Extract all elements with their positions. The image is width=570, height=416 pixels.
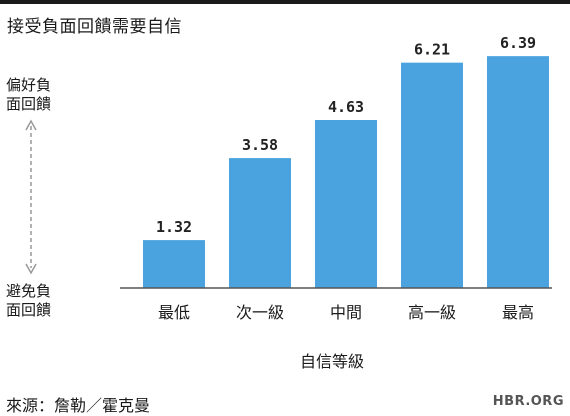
brand-label: HBR.ORG (492, 394, 564, 409)
value-label-2: 3.58 (242, 136, 278, 154)
y-label-high-line-1: 偏好負 (6, 76, 52, 94)
value-label-3: 4.63 (328, 98, 364, 116)
bar-5 (487, 56, 549, 289)
y-arrow-head-up (25, 119, 37, 131)
y-label-low-line-2: 面回饋 (6, 301, 52, 319)
bar-4 (401, 62, 463, 289)
value-label-5: 6.39 (500, 34, 536, 52)
chart-title: 接受負面回饋需要自信 (7, 17, 182, 37)
y-arrow-head-down (25, 263, 37, 275)
source-note: 來源：詹勒／霍克曼 (6, 396, 151, 415)
category-label-1: 最低 (158, 303, 190, 322)
value-label-1: 1.32 (156, 218, 192, 236)
category-label-3: 中間 (330, 303, 362, 322)
category-label-2: 次一級 (236, 303, 284, 322)
category-label-4: 高一級 (408, 303, 456, 322)
top-rule (0, 0, 570, 4)
value-label-4: 6.21 (414, 41, 450, 59)
bar-3 (315, 119, 377, 288)
category-label-5: 最高 (502, 303, 534, 322)
y-label-high-line-2: 面回饋 (6, 95, 52, 113)
x-axis-title: 自信等級 (300, 352, 365, 371)
y-label-low-line-1: 避免負 (6, 282, 52, 300)
y-label-high: 偏好負 面回饋 (6, 76, 51, 114)
bar-2 (229, 158, 291, 288)
y-label-low: 避免負 面回饋 (6, 282, 51, 320)
bar-1 (143, 240, 205, 288)
